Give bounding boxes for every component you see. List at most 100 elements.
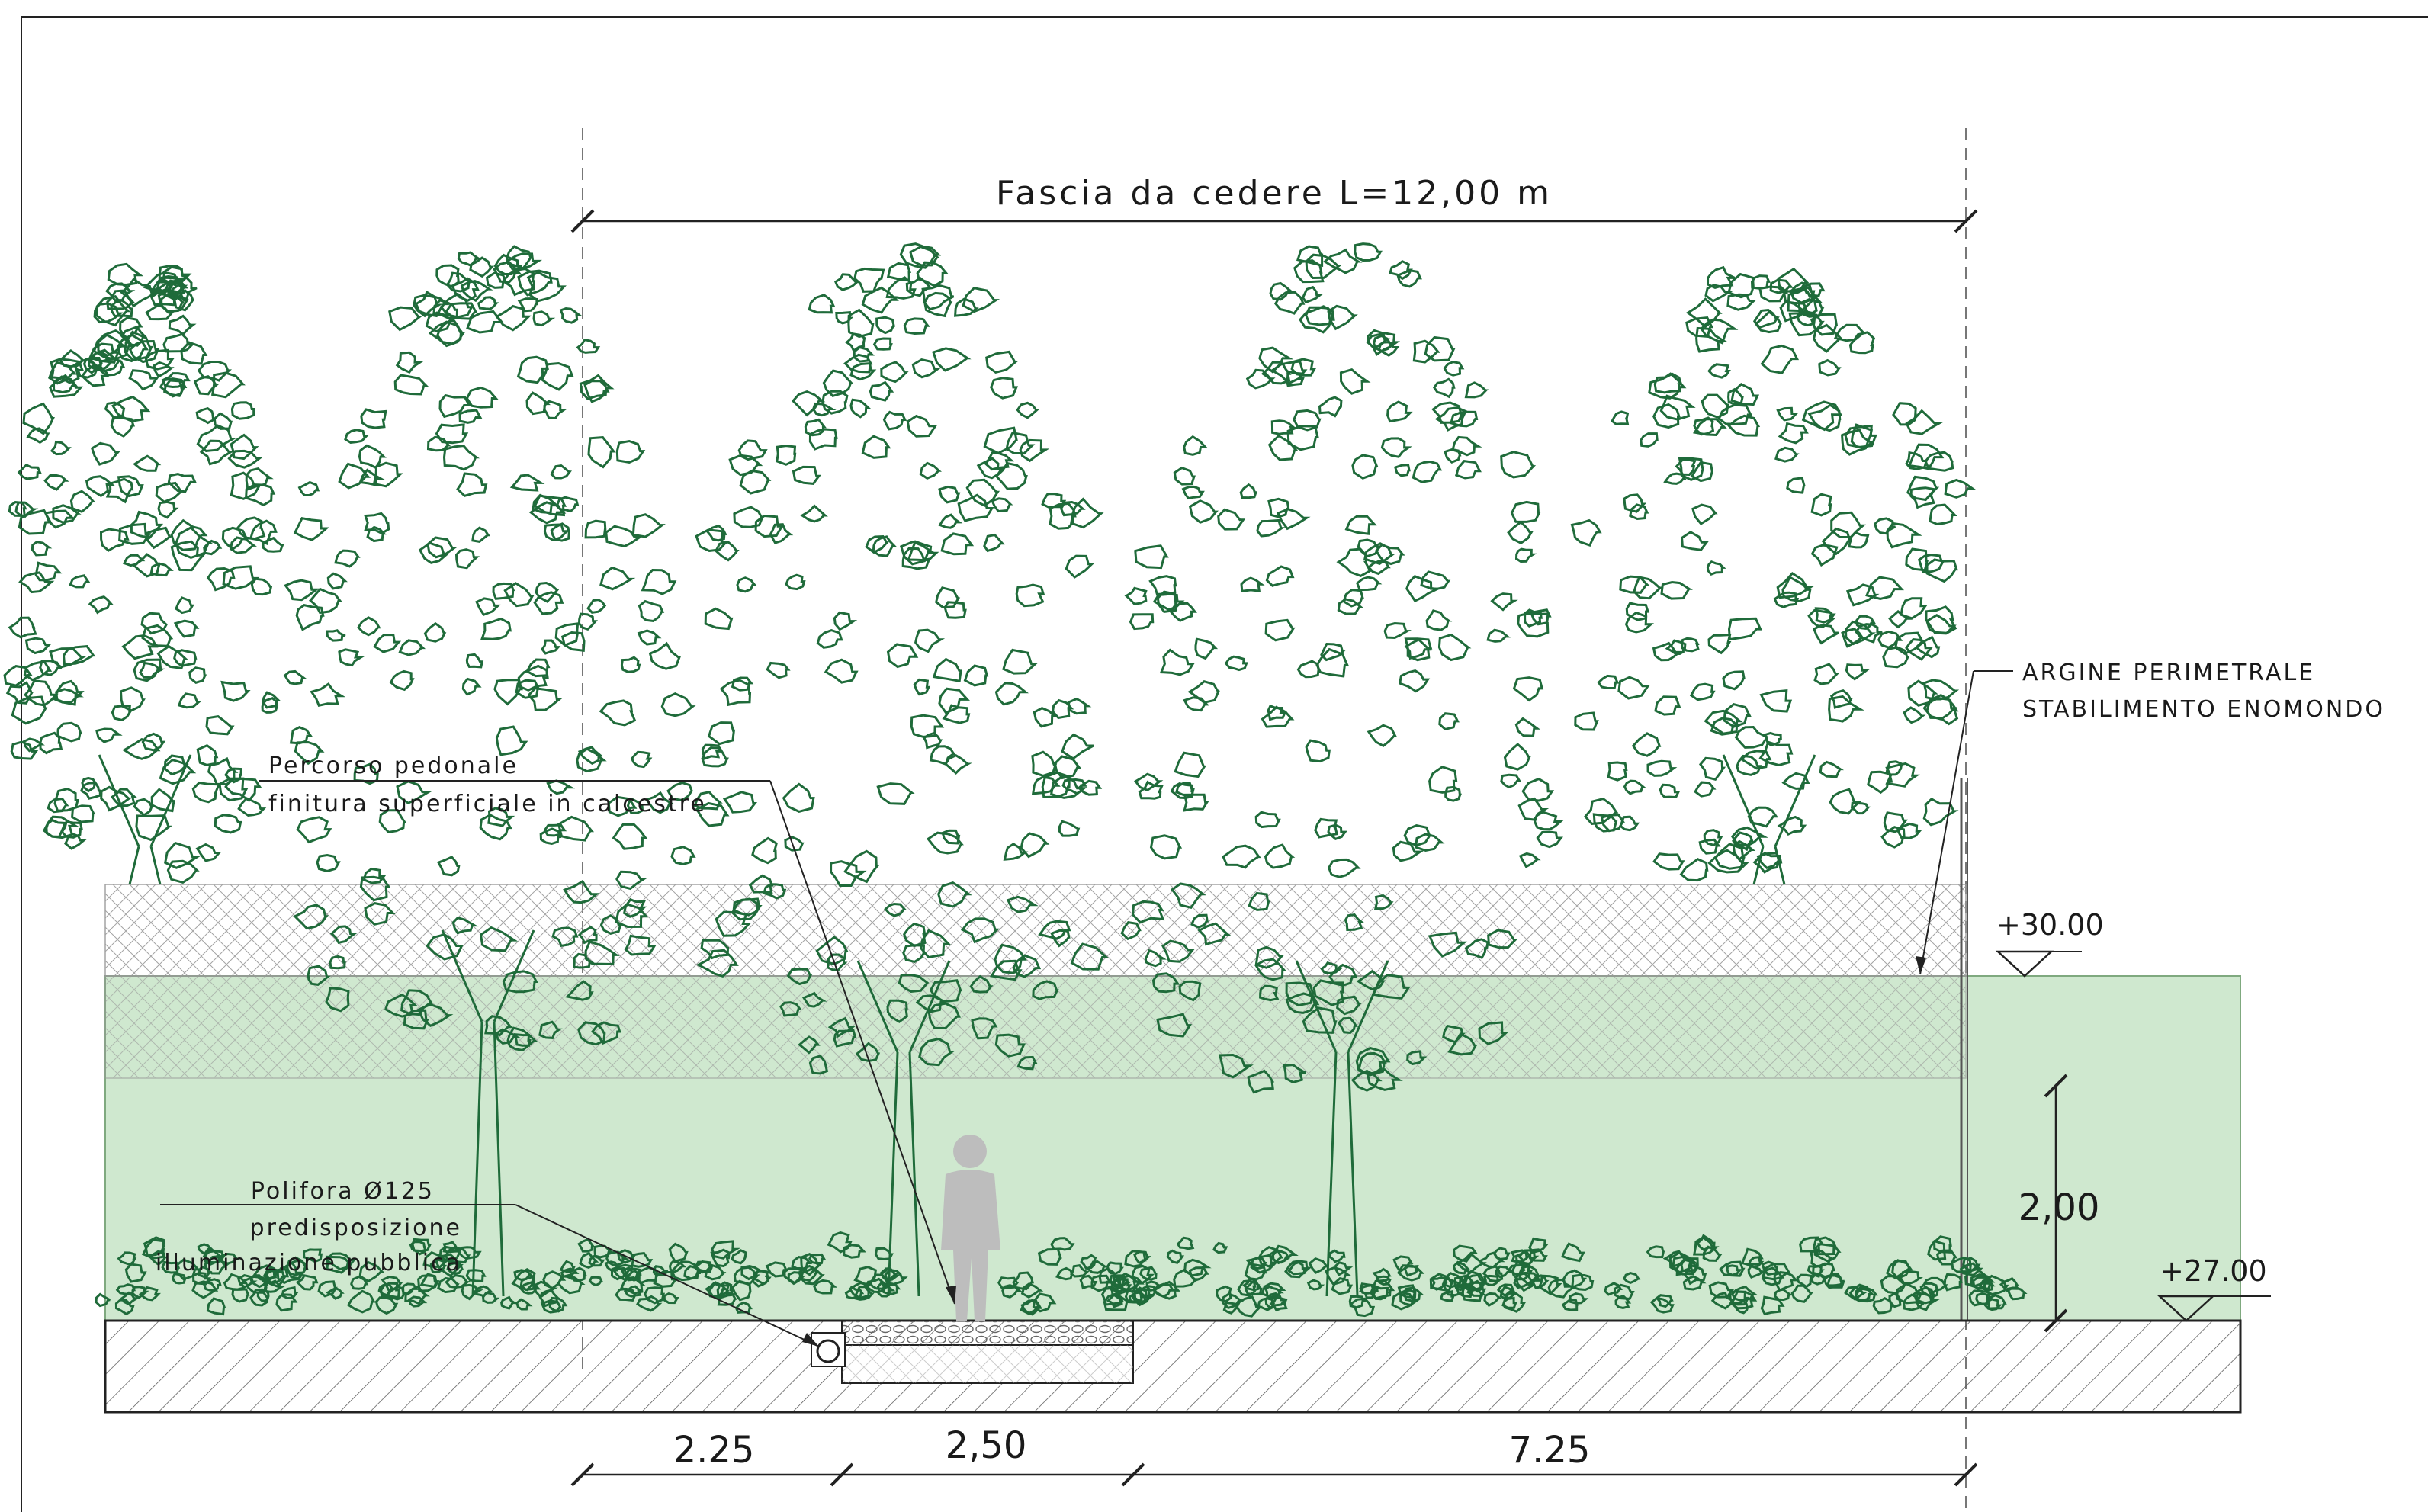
foliage-cluster (563, 879, 600, 904)
foliage-cluster (556, 496, 580, 513)
shrub-leaf (411, 1238, 432, 1253)
foliage-cluster (1845, 583, 1880, 607)
foliage-cluster (344, 429, 369, 445)
foliage-cluster (1917, 554, 1945, 573)
foliage-cluster (425, 311, 455, 333)
foliage-cluster (1944, 478, 1977, 499)
shrub-leaf (1702, 1245, 1723, 1262)
foliage-cluster (120, 278, 160, 308)
foliage-cluster (1222, 844, 1261, 869)
foliage-cluster (135, 814, 173, 842)
foliage-cluster (1922, 679, 1960, 701)
foliage-cluster (638, 599, 665, 623)
shrub-leaf (605, 1250, 630, 1266)
foliage-cluster (495, 725, 528, 756)
foliage-cluster (1444, 785, 1462, 802)
level-upper-label: +30.00 (1996, 908, 2104, 942)
shrub-leaf (249, 1274, 268, 1289)
foliage-cluster (197, 361, 233, 382)
foliage-cluster (540, 361, 574, 391)
foliage-cluster (1570, 518, 1602, 547)
foliage-cluster (994, 682, 1029, 706)
foliage-cluster (766, 661, 791, 679)
foliage-cluster (364, 512, 390, 535)
foliage-cluster (60, 820, 83, 839)
foliage-cluster (326, 572, 348, 590)
foliage-cluster (938, 687, 970, 714)
foliage-cluster (1373, 334, 1395, 353)
foliage-cluster (1883, 811, 1908, 833)
foliage-cluster (1383, 621, 1412, 640)
foliage-cluster (1888, 609, 1913, 629)
foliage-cluster (1265, 565, 1295, 587)
foliage-cluster (1301, 285, 1324, 304)
foliage-cluster (55, 688, 84, 706)
shrub-leaf (1899, 1270, 1923, 1285)
shrub-leaf (286, 1256, 307, 1276)
shrub-leaf (1655, 1294, 1674, 1308)
foliage-cluster (804, 418, 827, 437)
foliage-cluster (1339, 368, 1371, 395)
shrub-leaf (1719, 1260, 1746, 1277)
shrub-leaf (799, 1266, 825, 1286)
foliage-cluster (1681, 531, 1709, 551)
foliage-cluster (554, 622, 580, 647)
foliage-cluster (715, 541, 740, 562)
foliage-cluster (1019, 438, 1050, 463)
foliage-cluster (1906, 475, 1940, 502)
foliage-cluster (1434, 406, 1468, 432)
shrub-leaf (588, 1276, 603, 1287)
shrub-leaf (731, 1279, 752, 1302)
foliage-cluster (393, 374, 429, 396)
foliage-cluster (1254, 811, 1281, 829)
foliage-cluster (42, 815, 80, 839)
foliage-cluster (1032, 980, 1059, 1000)
foliage-cluster (1776, 406, 1799, 422)
foliage-cluster (24, 637, 52, 655)
foliage-cluster (110, 788, 138, 807)
foliage-cluster (1905, 638, 1934, 661)
foliage-cluster (156, 644, 189, 670)
foliage-cluster (847, 308, 875, 339)
foliage-cluster (34, 561, 63, 582)
foliage-cluster (221, 526, 249, 551)
foliage-cluster (843, 353, 873, 374)
foliage-cluster (1730, 382, 1760, 406)
foliage-cluster (1694, 781, 1717, 798)
foliage-cluster (644, 791, 675, 814)
foliage-cluster (960, 917, 1000, 944)
shrub-leaf (1212, 1241, 1228, 1254)
foliage-cluster (1607, 761, 1628, 782)
shrub-row (95, 1231, 2028, 1318)
shrub-leaf (1118, 1272, 1145, 1294)
foliage-cluster (167, 276, 198, 300)
foliage-cluster (861, 286, 899, 314)
foliage-cluster (1134, 544, 1169, 570)
foliage-cluster (1675, 457, 1697, 477)
shrub-leaf (374, 1296, 399, 1315)
foliage-cluster (1283, 1064, 1306, 1084)
foliage-cluster (1617, 676, 1650, 700)
foliage-cluster (1120, 920, 1142, 941)
foliage-cluster (1900, 597, 1928, 620)
shrub-leaf (295, 1274, 319, 1291)
shrub-leaf (1328, 1249, 1346, 1263)
shrub-leaf (765, 1261, 788, 1278)
foliage-cluster (1170, 882, 1206, 909)
foliage-cluster (133, 798, 154, 817)
tree-row (3, 242, 1977, 1297)
foliage-cluster (1050, 929, 1071, 948)
foliage-cluster (1405, 575, 1439, 603)
foliage-cluster (886, 999, 908, 1023)
foliage-cluster (927, 1002, 961, 1030)
foliage-cluster (1734, 725, 1768, 749)
foliage-cluster (920, 929, 952, 959)
foliage-cluster (762, 883, 787, 900)
foliage-cluster (1314, 817, 1338, 839)
foliage-cluster (1786, 477, 1806, 494)
foliage-cluster (338, 648, 365, 667)
shrub-leaf (191, 1280, 219, 1299)
argine-label-2: STABILIMENTO ENOMONDO (2022, 696, 2385, 723)
shrub-leaf (465, 1269, 487, 1282)
foliage-cluster (1015, 583, 1045, 608)
